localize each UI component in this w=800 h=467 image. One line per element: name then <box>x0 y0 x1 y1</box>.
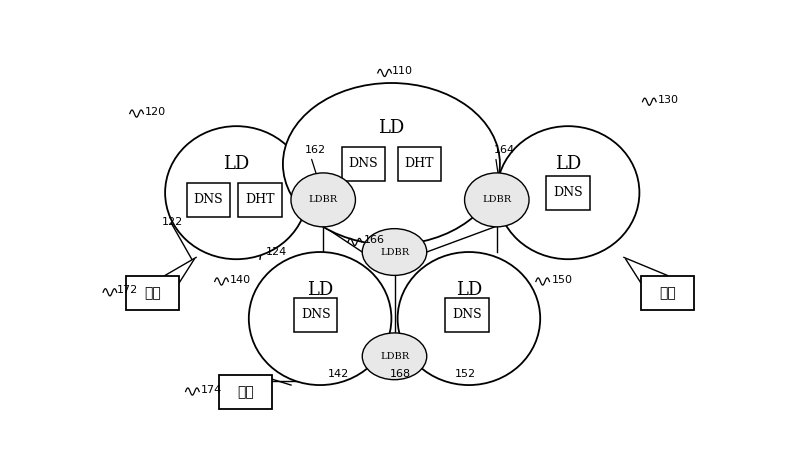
Text: 162: 162 <box>305 144 326 155</box>
Text: 主机: 主机 <box>144 286 161 300</box>
Text: 120: 120 <box>145 107 166 117</box>
Text: 122: 122 <box>162 217 183 227</box>
Text: 166: 166 <box>363 235 385 245</box>
Text: 主机: 主机 <box>659 286 676 300</box>
Text: LD: LD <box>378 119 405 137</box>
Text: 150: 150 <box>551 275 572 285</box>
Text: 172: 172 <box>117 285 138 296</box>
Ellipse shape <box>291 173 355 227</box>
Text: DNS: DNS <box>554 186 583 199</box>
Text: DNS: DNS <box>194 193 223 206</box>
Text: DHT: DHT <box>246 193 274 206</box>
Ellipse shape <box>465 173 529 227</box>
Ellipse shape <box>362 229 426 276</box>
Ellipse shape <box>398 252 540 385</box>
Ellipse shape <box>283 83 500 245</box>
Text: LDBR: LDBR <box>380 352 409 361</box>
Text: 152: 152 <box>454 369 476 379</box>
FancyBboxPatch shape <box>398 147 441 181</box>
FancyBboxPatch shape <box>546 176 590 210</box>
Text: LDBR: LDBR <box>309 195 338 205</box>
Text: 主机: 主机 <box>238 385 254 399</box>
Text: LD: LD <box>555 155 582 173</box>
Text: DNS: DNS <box>349 157 378 170</box>
Text: DHT: DHT <box>405 157 434 170</box>
FancyBboxPatch shape <box>219 375 272 410</box>
Ellipse shape <box>165 126 308 259</box>
Text: LDBR: LDBR <box>380 248 409 256</box>
Text: 174: 174 <box>201 385 222 395</box>
Text: LDBR: LDBR <box>482 195 511 205</box>
Text: 124: 124 <box>266 247 287 257</box>
Ellipse shape <box>362 333 426 380</box>
Text: LD: LD <box>456 281 482 299</box>
FancyBboxPatch shape <box>641 276 694 311</box>
FancyBboxPatch shape <box>187 183 230 217</box>
Text: DNS: DNS <box>301 308 330 321</box>
FancyBboxPatch shape <box>446 298 489 332</box>
Text: 142: 142 <box>328 369 350 379</box>
Text: 164: 164 <box>494 144 515 155</box>
Text: 168: 168 <box>390 369 411 379</box>
FancyBboxPatch shape <box>342 147 386 181</box>
Text: 110: 110 <box>391 66 413 76</box>
FancyBboxPatch shape <box>294 298 338 332</box>
Text: 140: 140 <box>230 275 251 285</box>
Text: DNS: DNS <box>452 308 482 321</box>
Text: LD: LD <box>307 281 334 299</box>
Ellipse shape <box>249 252 391 385</box>
Text: 130: 130 <box>658 95 679 105</box>
FancyBboxPatch shape <box>126 276 179 311</box>
Ellipse shape <box>497 126 639 259</box>
Text: LD: LD <box>223 155 250 173</box>
FancyBboxPatch shape <box>238 183 282 217</box>
